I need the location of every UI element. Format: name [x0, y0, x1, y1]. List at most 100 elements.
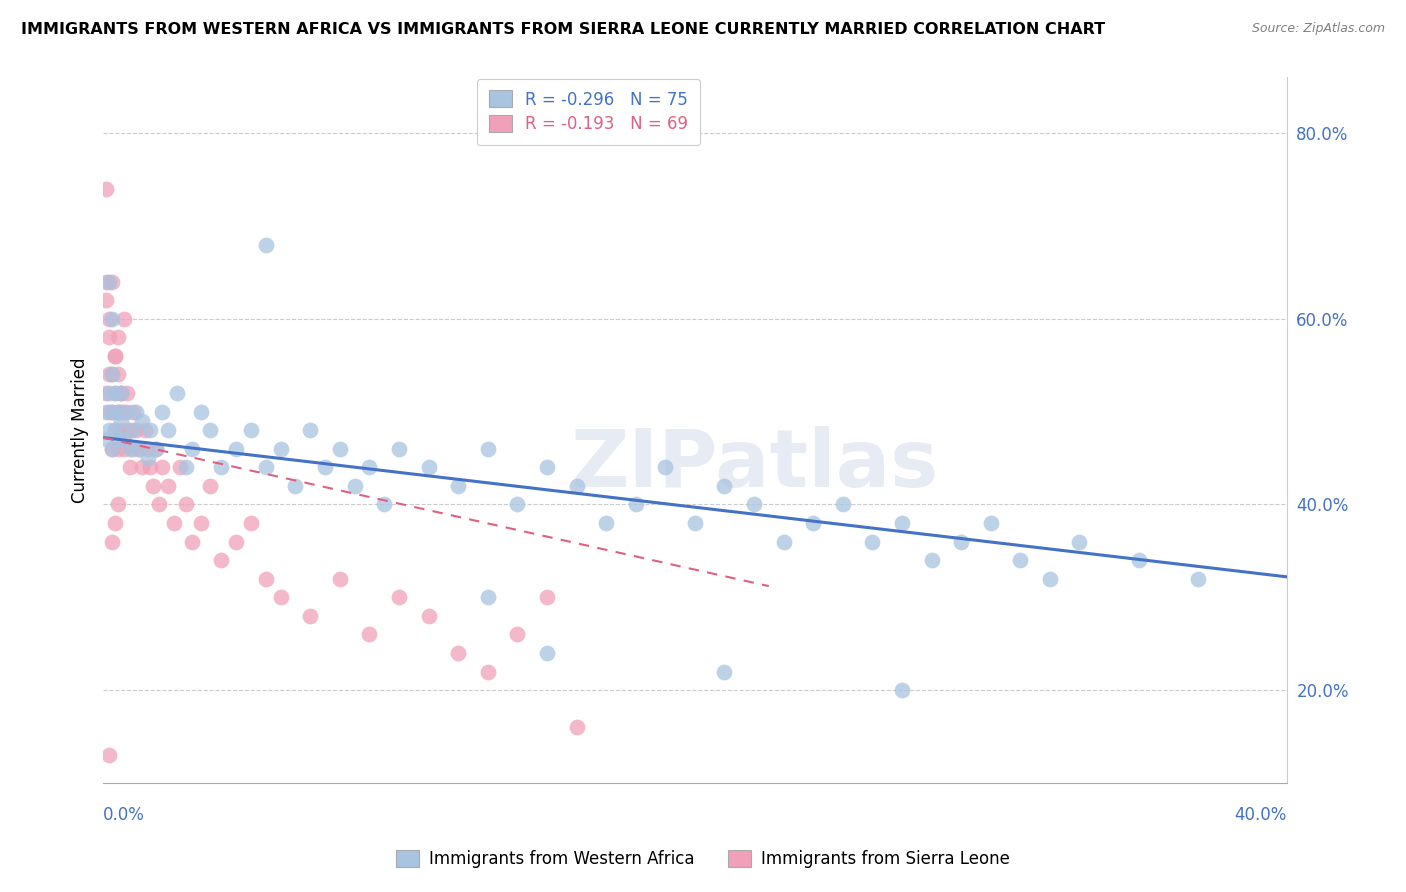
- Y-axis label: Currently Married: Currently Married: [72, 358, 89, 503]
- Point: [121, 442, 143, 456]
- Point: [174, 497, 197, 511]
- Point: [254, 460, 277, 475]
- Point: [1187, 572, 1209, 586]
- Point: [107, 368, 129, 382]
- Point: [98, 368, 121, 382]
- Point: [104, 386, 127, 401]
- Point: [284, 479, 307, 493]
- Point: [163, 516, 186, 530]
- Point: [101, 368, 124, 382]
- Point: [359, 460, 381, 475]
- Point: [115, 386, 138, 401]
- Point: [139, 423, 162, 437]
- Point: [329, 572, 352, 586]
- Point: [860, 534, 883, 549]
- Point: [148, 497, 170, 511]
- Point: [418, 608, 440, 623]
- Point: [190, 404, 212, 418]
- Point: [101, 368, 124, 382]
- Point: [198, 423, 221, 437]
- Point: [980, 516, 1002, 530]
- Point: [595, 516, 617, 530]
- Point: [314, 460, 336, 475]
- Point: [101, 404, 124, 418]
- Point: [921, 553, 943, 567]
- Point: [1069, 534, 1091, 549]
- Point: [565, 479, 588, 493]
- Point: [150, 460, 173, 475]
- Point: [447, 479, 470, 493]
- Point: [101, 534, 124, 549]
- Point: [145, 442, 167, 456]
- Point: [536, 591, 558, 605]
- Point: [104, 516, 127, 530]
- Point: [98, 311, 121, 326]
- Point: [136, 450, 159, 465]
- Point: [110, 423, 132, 437]
- Point: [104, 349, 127, 363]
- Point: [121, 423, 143, 437]
- Point: [101, 442, 124, 456]
- Point: [136, 442, 159, 456]
- Point: [101, 442, 124, 456]
- Point: [118, 423, 141, 437]
- Point: [112, 404, 135, 418]
- Point: [891, 683, 914, 698]
- Point: [104, 423, 127, 437]
- Point: [565, 720, 588, 734]
- Point: [654, 460, 676, 475]
- Point: [112, 311, 135, 326]
- Point: [683, 516, 706, 530]
- Point: [169, 460, 191, 475]
- Point: [270, 591, 292, 605]
- Point: [107, 404, 129, 418]
- Point: [713, 479, 735, 493]
- Point: [536, 646, 558, 660]
- Point: [104, 386, 127, 401]
- Point: [98, 747, 121, 762]
- Point: [329, 442, 352, 456]
- Point: [254, 237, 277, 252]
- Point: [98, 423, 121, 437]
- Point: [418, 460, 440, 475]
- Point: [180, 442, 202, 456]
- Point: [536, 460, 558, 475]
- Point: [225, 442, 247, 456]
- Legend: R = -0.296   N = 75, R = -0.193   N = 69: R = -0.296 N = 75, R = -0.193 N = 69: [477, 78, 700, 145]
- Point: [94, 293, 117, 308]
- Point: [131, 460, 153, 475]
- Point: [506, 627, 529, 641]
- Point: [139, 460, 162, 475]
- Point: [240, 516, 263, 530]
- Point: [447, 646, 470, 660]
- Point: [107, 497, 129, 511]
- Point: [624, 497, 647, 511]
- Point: [128, 442, 150, 456]
- Point: [101, 404, 124, 418]
- Point: [299, 423, 322, 437]
- Point: [124, 404, 146, 418]
- Point: [94, 275, 117, 289]
- Point: [1010, 553, 1032, 567]
- Point: [359, 627, 381, 641]
- Point: [94, 404, 117, 418]
- Point: [166, 386, 188, 401]
- Point: [388, 442, 411, 456]
- Point: [94, 433, 117, 447]
- Text: Source: ZipAtlas.com: Source: ZipAtlas.com: [1251, 22, 1385, 36]
- Point: [101, 311, 124, 326]
- Point: [107, 404, 129, 418]
- Point: [211, 553, 233, 567]
- Point: [110, 386, 132, 401]
- Point: [1128, 553, 1150, 567]
- Text: 0.0%: 0.0%: [103, 806, 145, 824]
- Point: [831, 497, 853, 511]
- Point: [94, 182, 117, 196]
- Point: [124, 423, 146, 437]
- Legend: Immigrants from Western Africa, Immigrants from Sierra Leone: Immigrants from Western Africa, Immigran…: [389, 843, 1017, 875]
- Point: [950, 534, 973, 549]
- Text: ZIPatlas: ZIPatlas: [569, 426, 938, 505]
- Point: [180, 534, 202, 549]
- Point: [742, 497, 765, 511]
- Point: [115, 423, 138, 437]
